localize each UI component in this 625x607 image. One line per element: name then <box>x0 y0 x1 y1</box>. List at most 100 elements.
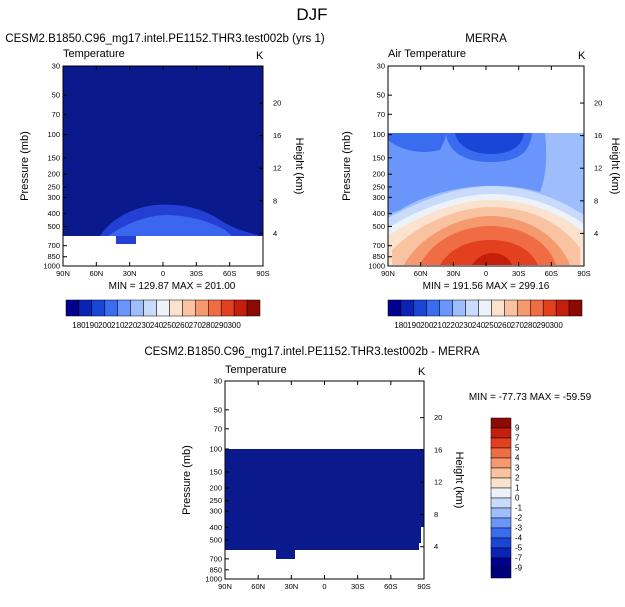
y-tick-label: 30 <box>52 62 60 71</box>
colorbar-label: 3 <box>515 464 520 473</box>
y-axis-title: Pressure (mb) <box>341 131 353 201</box>
y-tick-label: 70 <box>52 110 60 119</box>
y2-axis-title: Height (km) <box>293 138 305 195</box>
y-tick-label: 1000 <box>43 262 60 271</box>
colorbar-label: 270 <box>511 321 525 330</box>
y2-tick-label: 20 <box>594 99 602 108</box>
y-tick-label: 300 <box>209 507 222 516</box>
contour-band <box>440 240 538 265</box>
y2-tick-label: 20 <box>434 413 442 422</box>
y-tick-label: 850 <box>47 252 60 261</box>
colorbar-swatch <box>490 557 512 569</box>
field-strip <box>258 66 263 236</box>
colorbar: 180 190 200 210 220 230 240 250 260 270 280 290 300 <box>387 299 583 330</box>
y-tick-label: 700 <box>47 241 60 250</box>
x-tick-label: 90S <box>256 269 269 278</box>
colorbar-label: 220 <box>124 321 138 330</box>
y-tick-label: 500 <box>47 222 60 231</box>
panel-left-label: Temperature <box>63 48 125 60</box>
colorbar-label: 2 <box>515 474 520 483</box>
field-contours <box>388 133 584 265</box>
y-tick-label: 100 <box>372 130 385 139</box>
colorbar-label: -3 <box>515 524 523 533</box>
colorbar-swatch <box>490 537 512 549</box>
colorbar-swatch <box>233 299 248 317</box>
x-tick-label: 60N <box>89 269 103 278</box>
colorbar-label: 1 <box>515 484 520 493</box>
colorbar-swatch <box>490 507 512 519</box>
x-tick-label: 60S <box>545 269 558 278</box>
colorbar-label: 260 <box>498 321 512 330</box>
axes-ticks: 90N 60N 30N 0 30S 60S 90S 30 50 70 100 150 200 250 300… <box>205 377 442 592</box>
colorbar-label: 290 <box>537 321 551 330</box>
colorbar-label: 270 <box>189 321 203 330</box>
colorbar-label: 200 <box>420 321 434 330</box>
colorbar-swatch <box>530 299 544 317</box>
panel-difference: CESM2.B1850.C96_mg17.intel.PE1152.THR3.t… <box>144 346 591 591</box>
colorbar-swatch <box>439 299 453 317</box>
contour-band <box>472 253 512 265</box>
x-tick-label: 90N <box>381 269 395 278</box>
figure-title: DJF <box>296 5 327 24</box>
y-tick-label: 30 <box>377 62 385 71</box>
y-tick-label: 100 <box>209 444 222 453</box>
colorbar-swatch <box>143 299 157 317</box>
colorbar-swatch <box>490 487 512 499</box>
colorbar-swatch <box>400 299 415 317</box>
colorbar-label: -2 <box>515 514 523 523</box>
colorbar-label: 9 <box>515 424 520 433</box>
y-tick-label: 30 <box>214 377 222 386</box>
colorbar-swatch <box>413 299 428 317</box>
y-tick-label: 70 <box>214 424 222 433</box>
colorbar-swatch <box>465 299 479 317</box>
colorbar-label: 190 <box>85 321 99 330</box>
y-axis-title: Pressure (mb) <box>19 131 31 201</box>
colorbar-label: 180 <box>394 321 408 330</box>
colorbar-label: -9 <box>515 564 523 573</box>
x-tick-label: 0 <box>322 582 326 591</box>
y2-tick-label: 8 <box>273 196 277 205</box>
colorbar-label: -5 <box>515 544 523 553</box>
colorbar-swatch <box>387 299 402 317</box>
colorbar-swatch <box>208 299 222 317</box>
y2-tick-label: 16 <box>434 445 442 454</box>
colorbar-swatch <box>490 497 512 509</box>
y2-tick-label: 12 <box>594 164 602 173</box>
x-tick-label: 90S <box>417 582 430 591</box>
colorbar-swatch <box>65 299 80 317</box>
panel-header: MERRA <box>465 33 507 45</box>
colorbar-swatch <box>490 467 512 479</box>
colorbar-label: 0 <box>515 494 520 503</box>
y2-axis-title: Height (km) <box>453 452 465 509</box>
x-tick-label: 90N <box>218 582 232 591</box>
colorbar-swatch <box>555 299 570 317</box>
colorbar-label: 280 <box>524 321 538 330</box>
y2-tick-label: 12 <box>434 478 442 487</box>
y-tick-label: 200 <box>47 170 60 179</box>
x-tick-label: 0 <box>484 269 488 278</box>
colorbar-label: 240 <box>472 321 486 330</box>
colorbar-label: 5 <box>515 444 520 453</box>
y2-tick-label: 16 <box>273 131 281 140</box>
colorbar-swatch <box>490 427 512 439</box>
colorbar-swatch <box>504 299 518 317</box>
panel-header: CESM2.B1850.C96_mg17.intel.PE1152.THR3.t… <box>5 33 325 45</box>
colorbar-label: 280 <box>202 321 216 330</box>
colorbar-swatch <box>568 299 583 317</box>
colorbar-label: 180 <box>72 321 86 330</box>
y-tick-label: 400 <box>209 523 222 532</box>
colorbar-swatch <box>490 447 512 459</box>
y2-tick-label: 4 <box>273 229 277 238</box>
field-deep <box>225 449 419 550</box>
colorbar-label: 300 <box>549 321 563 330</box>
y-tick-label: 400 <box>372 209 385 218</box>
colorbar-swatch <box>130 299 144 317</box>
y-tick-label: 70 <box>377 110 385 119</box>
x-tick-label: 90S <box>577 269 590 278</box>
panel-model: CESM2.B1850.C96_mg17.intel.PE1152.THR3.t… <box>5 33 325 330</box>
colorbar-swatch <box>452 299 466 317</box>
colorbar-swatch <box>490 567 512 579</box>
panel-units-label: K <box>256 50 264 62</box>
